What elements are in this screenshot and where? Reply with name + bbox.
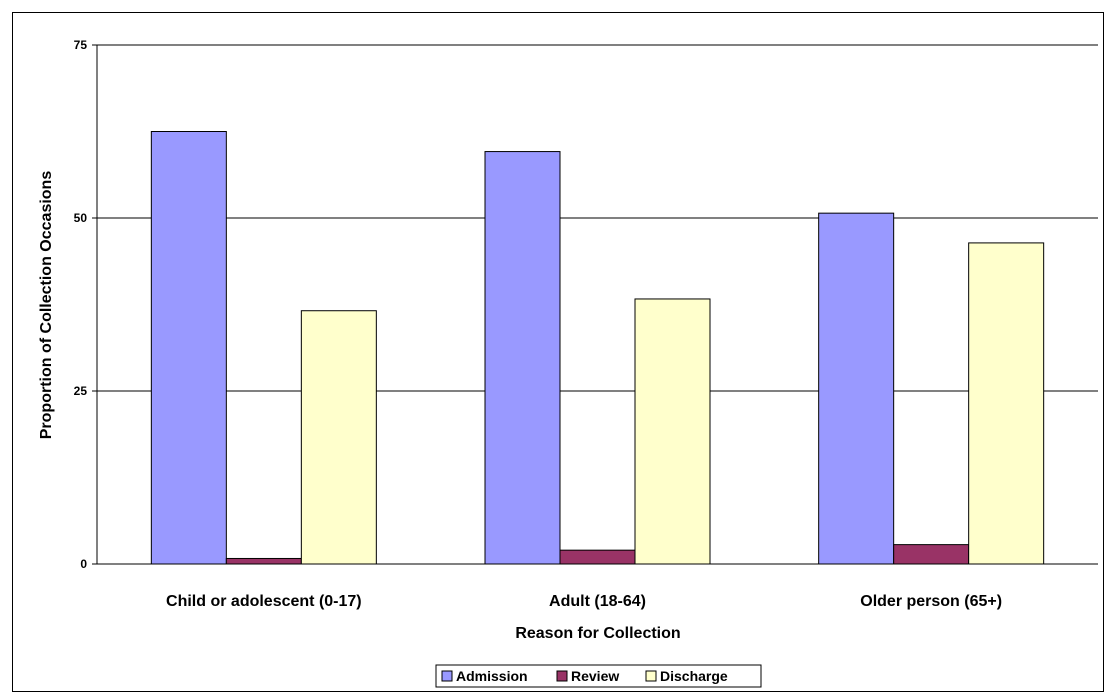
x-tick-labels: Child or adolescent (0-17) Adult (18-64) O… xyxy=(166,593,1002,610)
legend: Admission Review Discharge xyxy=(435,664,762,688)
bar-admission-2 xyxy=(818,212,895,565)
x-tick-label: Child or adolescent (0-17) xyxy=(166,593,362,610)
y-tick-label: 75 xyxy=(74,38,88,52)
bars xyxy=(150,131,1045,565)
gridlines xyxy=(97,44,1098,392)
y-axis-title: Proportion of Collection Occasions xyxy=(38,171,55,440)
bar-review-0 xyxy=(225,557,302,565)
bar-discharge-2 xyxy=(968,242,1045,565)
bar-review-2 xyxy=(893,544,970,565)
y-tick-labels: 0 25 50 75 xyxy=(74,38,88,571)
x-tick-label: Older person (65+) xyxy=(860,593,1002,610)
bar-admission-1 xyxy=(484,151,561,565)
legend-swatch-review xyxy=(556,670,568,682)
bar-admission-0 xyxy=(150,131,227,565)
legend-label-discharge: Discharge xyxy=(660,668,728,684)
legend-label-admission: Admission xyxy=(456,668,528,684)
x-tick-label: Adult (18-64) xyxy=(549,593,646,610)
y-tick-label: 25 xyxy=(74,384,88,398)
y-tick-label: 50 xyxy=(74,211,88,225)
bar-discharge-1 xyxy=(634,298,711,565)
axes xyxy=(92,44,1098,565)
legend-label-review: Review xyxy=(571,668,619,684)
bar-discharge-0 xyxy=(300,310,377,565)
legend-swatch-admission xyxy=(441,670,453,682)
x-axis-title: Reason for Collection xyxy=(515,625,680,642)
legend-swatch-discharge xyxy=(645,670,657,682)
legend-box xyxy=(435,664,762,688)
bar-review-1 xyxy=(559,549,636,565)
y-tick-label: 0 xyxy=(80,557,87,571)
